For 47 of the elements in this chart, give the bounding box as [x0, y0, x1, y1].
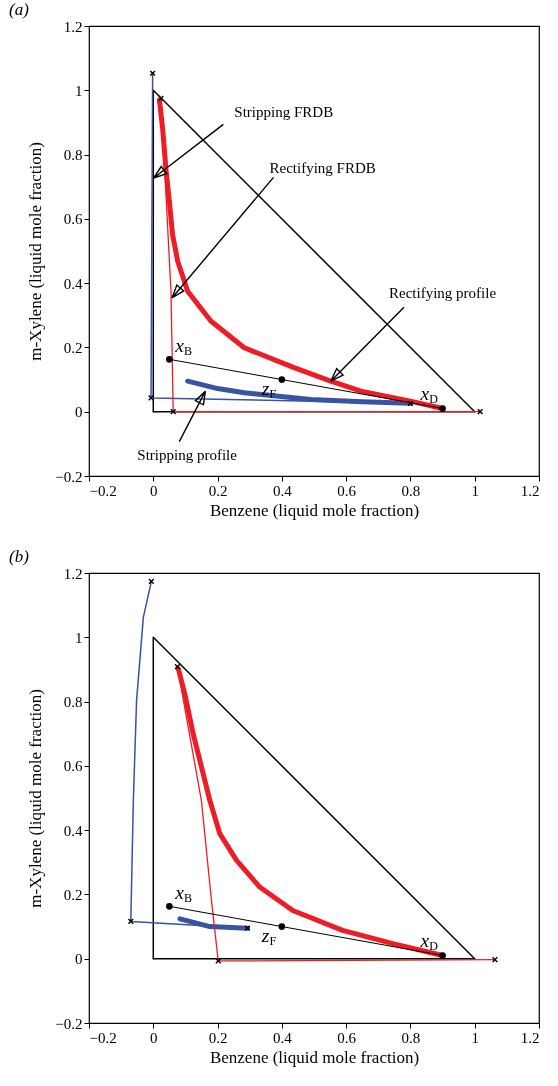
- x-tick-label: 1.2: [520, 482, 540, 499]
- y-tick-label: 0.8: [63, 147, 83, 164]
- annotation: Stripping profile: [137, 446, 238, 463]
- y-tick-label: 1: [75, 629, 83, 646]
- x-tick-label: 0: [150, 1029, 158, 1046]
- annotation: x$_{D}$: [419, 929, 439, 953]
- x-tick-label: 0.8: [401, 1029, 421, 1046]
- x-tick-label: 0.2: [208, 482, 228, 499]
- annotation: Rectifying profile: [389, 285, 497, 302]
- x-tick-label: 0.6: [337, 482, 357, 499]
- x-tick-label: −0.2: [89, 1029, 117, 1046]
- y-tick-label: 0.6: [63, 758, 83, 775]
- y-tick-label: 0.6: [63, 211, 83, 228]
- y-tick-label: 1.2: [63, 565, 83, 582]
- x-tick-label: −0.2: [89, 482, 117, 499]
- x-tick-label: 0.4: [272, 1029, 293, 1046]
- annotation: x$_{B}$: [174, 882, 193, 906]
- y-tick-label: 0.4: [63, 275, 83, 292]
- y-tick-label: −0.2: [55, 468, 83, 485]
- y-axis-title: m-Xylene (liquid mole fraction): [26, 689, 46, 908]
- y-axis-title: m-Xylene (liquid mole fraction): [26, 142, 46, 361]
- annotation: z$_{F}$: [260, 924, 277, 948]
- x-tick-label: 1: [471, 482, 479, 499]
- chart-title: (b): [9, 547, 30, 566]
- annotation: x$_{D}$: [419, 382, 439, 406]
- x-tick-label: 0.8: [401, 482, 421, 499]
- x-axis-title: Benzene (liquid mole fraction): [209, 500, 420, 520]
- y-tick-label: 0: [75, 951, 83, 968]
- annotation: x$_{B}$: [174, 335, 193, 359]
- x-tick-label: 1.2: [520, 1029, 540, 1046]
- y-tick-label: 1.2: [63, 18, 83, 35]
- x-tick-label: 0.6: [337, 1029, 357, 1046]
- x-axis-title: Benzene (liquid mole fraction): [209, 1047, 420, 1067]
- x-tick-label: 1: [471, 1029, 479, 1046]
- chart-title: (a): [9, 0, 30, 19]
- y-tick-label: −0.2: [55, 1015, 83, 1032]
- y-tick-label: 0.2: [63, 339, 83, 356]
- x-tick-label: 0.4: [272, 482, 293, 499]
- annotation: Stripping FRDB: [234, 104, 334, 121]
- y-tick-label: 0.8: [63, 694, 83, 711]
- y-tick-label: 0.2: [63, 886, 83, 903]
- y-tick-label: 0.4: [63, 822, 83, 839]
- x-tick-label: 0.2: [208, 1029, 228, 1046]
- annotation: Rectifying FRDB: [269, 160, 376, 177]
- x-tick-label: 0: [150, 482, 158, 499]
- y-tick-label: 0: [75, 404, 83, 421]
- y-tick-label: 1: [75, 82, 83, 99]
